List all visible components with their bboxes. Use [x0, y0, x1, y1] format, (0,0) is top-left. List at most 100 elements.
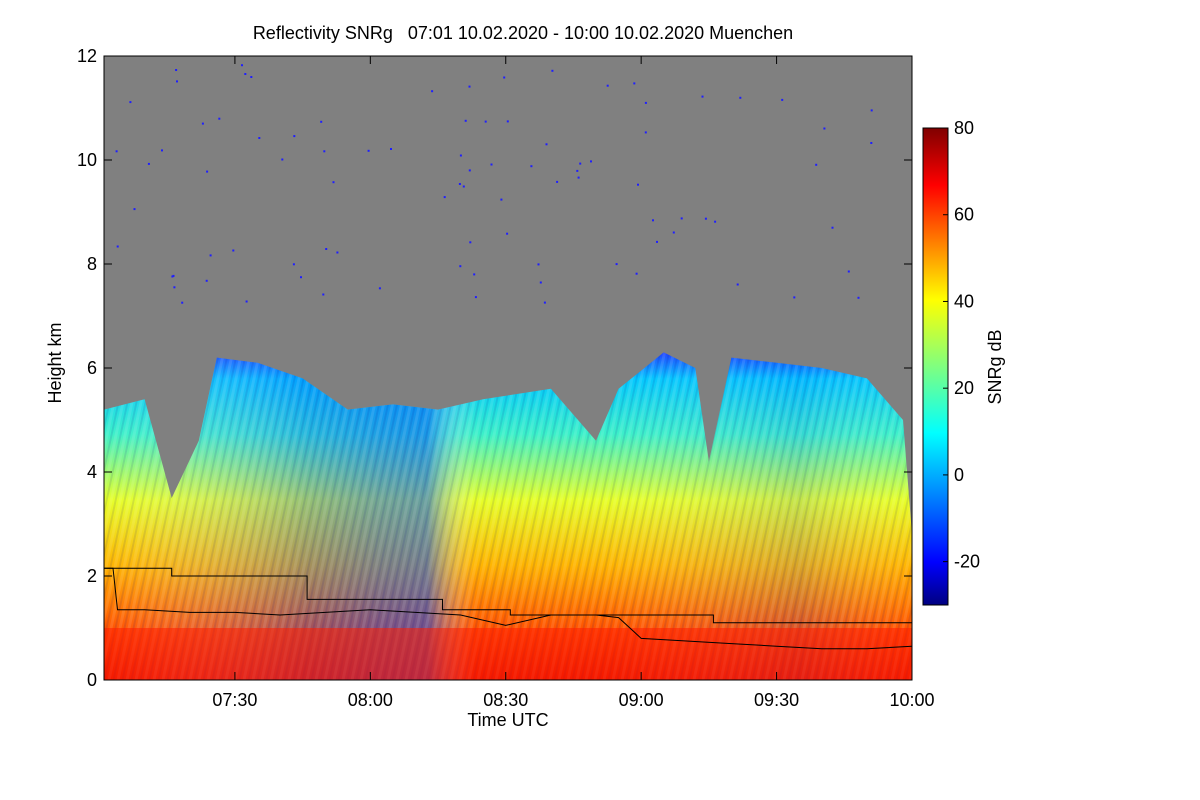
noise-speckle	[468, 169, 471, 172]
noise-speckle	[176, 80, 178, 83]
noise-speckle	[258, 137, 261, 139]
boundary-line-2	[104, 567, 912, 650]
noise-speckle	[241, 64, 243, 67]
y-tick-label: 6	[87, 358, 97, 378]
colorbar-tick-label: 0	[954, 465, 964, 485]
noise-speckle	[490, 163, 493, 166]
noise-speckle	[300, 276, 302, 279]
x-tick-label: 08:00	[348, 690, 393, 710]
noise-speckle	[656, 240, 658, 243]
noise-speckle	[857, 296, 860, 299]
noise-speckle	[615, 263, 618, 266]
colorbar-tick-label: 20	[954, 378, 974, 398]
noise-speckle	[739, 96, 742, 99]
noise-speckle	[367, 149, 370, 152]
noise-speckle	[250, 76, 253, 78]
noise-speckle	[506, 120, 509, 123]
x-axis: 07:30 08:00 08:30 09:00 09:30 10:00	[212, 56, 935, 710]
noise-speckle	[181, 301, 184, 304]
x-tick-label: 07:30	[212, 690, 257, 710]
noise-speckle	[644, 131, 647, 134]
noise-speckle	[459, 154, 462, 157]
noise-speckle	[129, 101, 132, 104]
noise-speckle	[378, 287, 381, 290]
noise-speckle	[551, 69, 554, 72]
noise-speckle	[539, 281, 542, 284]
y-axis: 0 2 4 6 8 10 12	[77, 46, 912, 690]
noise-speckle	[637, 183, 639, 186]
noise-speckle	[870, 142, 873, 144]
noise-speckle	[545, 143, 548, 146]
colorbar: -20 0 20 40 60 80 SNRg dB	[922, 118, 1005, 606]
noise-speckle	[245, 300, 248, 303]
noise-speckle	[336, 251, 339, 254]
noise-speckle	[161, 149, 163, 152]
noise-speckle	[205, 279, 208, 282]
colorbar-tick-label: 60	[954, 205, 974, 225]
noise-speckle	[133, 208, 136, 211]
noise-speckle	[556, 180, 559, 183]
noise-speckle	[115, 150, 118, 153]
x-axis-label: Time UTC	[467, 710, 548, 730]
y-tick-label: 0	[87, 670, 97, 690]
noise-speckle	[543, 301, 546, 304]
noise-speckle	[831, 226, 834, 229]
noise-speckle	[590, 160, 592, 163]
noise-speckle	[847, 270, 850, 273]
y-tick-label: 10	[77, 150, 97, 170]
noise-speckle	[147, 162, 150, 165]
colorbar-ticks: -20 0 20 40 60 80	[943, 118, 980, 572]
noise-speckle	[443, 196, 446, 199]
y-axis-label: Height km	[45, 322, 65, 403]
noise-speckle	[680, 217, 683, 220]
noise-speckle	[577, 176, 580, 179]
boundary-line-1	[104, 567, 912, 624]
boundary-lines	[104, 567, 912, 650]
cloud-echo-streaks	[104, 352, 912, 680]
noise-speckle	[320, 120, 323, 123]
noise-speckle	[474, 296, 477, 299]
noise-speckle	[652, 219, 654, 222]
noise-speckle	[218, 117, 221, 120]
noise-speckle	[322, 293, 325, 296]
noise-speckle	[293, 135, 296, 138]
near-ground-strong-echo	[104, 628, 912, 680]
noise-speckle	[781, 98, 784, 101]
x-tick-label: 09:30	[754, 690, 799, 710]
noise-speckle	[633, 82, 636, 85]
noise-speckle	[793, 296, 796, 299]
noise-speckle	[458, 183, 461, 185]
noise-speckle	[332, 181, 335, 184]
noise-speckle	[464, 119, 467, 122]
noise-speckle	[468, 85, 471, 88]
noise-speckle	[459, 265, 462, 268]
noise-speckle	[503, 76, 506, 79]
noise-speckle	[281, 158, 284, 161]
noise-speckle	[704, 217, 707, 220]
noise-speckle	[173, 286, 176, 289]
noise-speckle	[209, 254, 212, 257]
noise-speckle	[644, 101, 647, 104]
noise-speckle	[635, 272, 638, 275]
noise-speckle	[462, 185, 465, 188]
noise-speckles	[115, 64, 873, 304]
noise-speckle	[116, 245, 119, 248]
noise-speckle	[506, 232, 509, 235]
colorbar-tick-label: 40	[954, 291, 974, 311]
x-tick-label: 09:00	[619, 690, 664, 710]
noise-speckle	[579, 162, 582, 165]
noise-speckle	[576, 169, 579, 172]
y-tick-label: 4	[87, 462, 97, 482]
y-tick-label: 2	[87, 566, 97, 586]
noise-speckle	[201, 122, 204, 125]
noise-speckle	[606, 84, 609, 87]
noise-speckle	[870, 109, 873, 112]
noise-speckle	[823, 127, 826, 130]
noise-speckle	[714, 220, 717, 223]
colorbar-tick-label: 80	[954, 118, 974, 138]
noise-speckle	[537, 263, 540, 266]
reflectivity-field	[104, 64, 912, 680]
noise-speckle	[171, 275, 174, 278]
chart-title: Reflectivity SNRg 07:01 10.02.2020 - 10:…	[253, 23, 793, 43]
noise-speckle	[736, 283, 739, 286]
